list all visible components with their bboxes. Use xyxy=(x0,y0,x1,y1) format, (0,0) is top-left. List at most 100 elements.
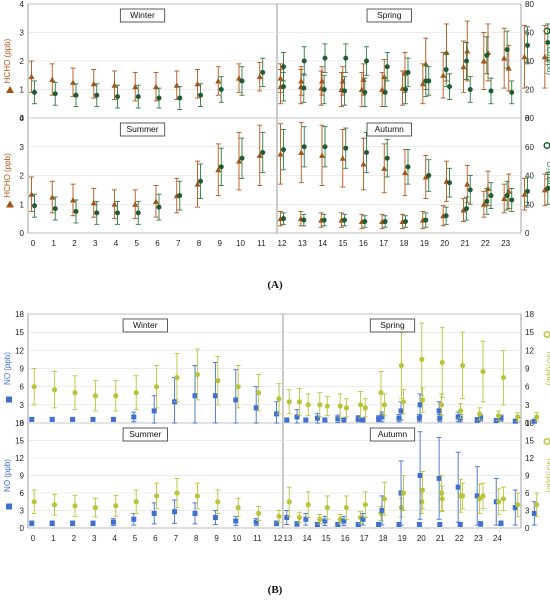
no2-point xyxy=(496,413,502,419)
x-tick-label: 17 xyxy=(379,239,388,248)
hcho-point xyxy=(215,166,222,173)
no2-point xyxy=(113,503,119,509)
o3-point xyxy=(405,164,411,170)
left-tick-label: 2 xyxy=(20,172,25,181)
no-point xyxy=(437,522,443,527)
left-tick-label: 9 xyxy=(20,472,25,481)
no-point xyxy=(314,415,320,421)
x-tick-label: 1 xyxy=(52,239,57,248)
no-point xyxy=(455,484,461,490)
no-point xyxy=(335,522,341,527)
right-tick-label: 12 xyxy=(525,346,534,355)
o3-point xyxy=(260,150,266,155)
no2-point xyxy=(419,499,425,505)
right-tick-label: 60 xyxy=(525,29,534,38)
left-tick-label: 4 xyxy=(20,0,25,9)
o3-point xyxy=(403,87,408,92)
no-point xyxy=(474,493,480,499)
o3-point xyxy=(73,208,79,214)
no2-point xyxy=(317,402,323,408)
hcho-point xyxy=(460,63,467,70)
o3-point xyxy=(198,92,203,98)
right-tick-label: 15 xyxy=(525,328,534,337)
right-tick-label: 9 xyxy=(525,472,530,481)
no2-point xyxy=(72,503,78,509)
no-point xyxy=(151,510,157,516)
o3-point xyxy=(382,89,388,95)
no-point xyxy=(478,521,484,527)
o3-point xyxy=(525,188,530,194)
no-point xyxy=(70,416,76,422)
o3-point xyxy=(322,144,328,150)
o3-point xyxy=(52,91,58,97)
left-tick-label: 15 xyxy=(15,437,24,446)
no2-point xyxy=(154,493,160,499)
right-tick-label: 0 xyxy=(525,114,530,123)
x-tick-label: 2 xyxy=(72,534,77,543)
o3-point xyxy=(156,204,162,210)
left-tick-label: 15 xyxy=(15,328,24,337)
subplot-autumn: Autumn xyxy=(277,122,550,230)
no-point xyxy=(478,415,484,421)
x-tick-label: 16 xyxy=(341,534,350,543)
right-tick-label: 9 xyxy=(525,365,530,374)
x-tick-label: 24 xyxy=(493,534,502,543)
no2-point xyxy=(358,402,364,408)
hcho-point xyxy=(28,191,35,197)
o3-point xyxy=(423,217,429,223)
right-tick-label: 6 xyxy=(525,489,530,498)
no-point xyxy=(335,416,341,422)
no2-point xyxy=(92,393,98,399)
right-tick-label: 3 xyxy=(525,507,530,516)
o3-point xyxy=(504,193,510,199)
hcho-point xyxy=(541,186,548,193)
no-point xyxy=(294,414,300,420)
x-tick-label: 13 xyxy=(284,534,293,543)
o3-point xyxy=(443,213,449,219)
o3-point xyxy=(115,210,120,216)
o3-point xyxy=(484,52,490,58)
hcho-legend-marker xyxy=(6,200,14,208)
hcho-point xyxy=(521,53,528,60)
x-tick-label: 15 xyxy=(322,534,331,543)
no2-point xyxy=(362,502,368,508)
no-point xyxy=(70,520,76,526)
no-point xyxy=(90,416,96,422)
o3-point xyxy=(343,145,349,151)
no-point xyxy=(355,522,361,527)
o3-point xyxy=(447,180,452,186)
left-tick-label: 12 xyxy=(15,454,24,463)
o3-point xyxy=(177,95,183,101)
no-point xyxy=(151,408,157,414)
right-tick-label: 40 xyxy=(525,172,534,181)
no2-point xyxy=(477,411,483,417)
subplot-summer: Summer xyxy=(29,427,507,527)
o3-point xyxy=(464,58,469,64)
no2-point xyxy=(480,493,486,499)
no-point xyxy=(376,522,382,527)
hcho-legend-marker xyxy=(6,86,14,93)
left-tick-label: 6 xyxy=(20,383,25,392)
no2-point xyxy=(133,390,139,396)
no-point xyxy=(379,414,385,420)
right-tick-label: 18 xyxy=(525,310,534,319)
no2-point xyxy=(296,399,303,405)
no2-point xyxy=(215,378,221,384)
no2-point xyxy=(154,384,160,390)
no-point xyxy=(341,417,347,423)
right-tick-label: 6 xyxy=(525,383,530,392)
x-tick-label: 16 xyxy=(359,239,368,248)
o3-point xyxy=(423,78,429,84)
season-label: Autumn xyxy=(375,124,405,134)
x-tick-label: 3 xyxy=(93,239,98,248)
o3-point xyxy=(239,155,245,161)
no2-point xyxy=(400,490,407,496)
subplot-spring: Spring xyxy=(277,8,550,108)
no2-point xyxy=(381,402,388,408)
o3-point xyxy=(467,187,473,193)
no2-point xyxy=(457,408,464,414)
no-point xyxy=(284,515,290,520)
left-tick-label: 4 xyxy=(20,114,25,123)
hcho-point xyxy=(298,149,305,155)
